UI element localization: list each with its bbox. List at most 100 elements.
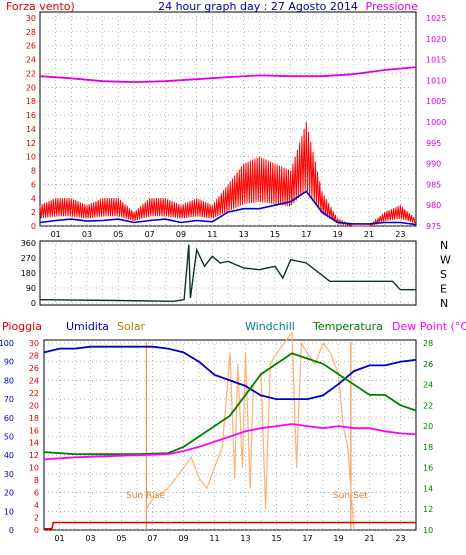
rain-axis-tick: 8 [34,476,39,485]
x-axis-tick: 13 [239,230,249,239]
legend-temperatura: Temperatura [312,320,383,333]
humidity-axis-tick: 30 [4,470,14,479]
rain-axis-tick: 4 [34,501,39,510]
x-axis-tick: 21 [364,534,374,543]
compass-label: N [440,297,448,310]
sun-rise-label: Sun Rise [126,491,165,501]
rain-axis-tick: 6 [34,489,39,498]
rain-axis-tick: 30 [29,339,39,348]
compass-label: S [440,268,447,281]
rain-series [44,521,416,530]
pressure-axis-tick: 1015 [426,56,446,65]
x-axis-tick: 11 [207,230,217,239]
humidity-axis-tick: 10 [4,507,14,516]
x-axis-tick: 17 [302,534,312,543]
rain-axis-tick: 16 [29,426,39,435]
pressure-series [39,66,417,84]
temp-axis-tick: 20 [423,422,433,431]
direction-axis-tick: 270 [21,254,36,263]
humidity-series [43,345,417,401]
compass-label: N [440,239,448,252]
x-axis-tick: 03 [85,534,95,543]
sun-set-label: Sun Set [333,491,368,501]
pressure-axis-tick: 975 [426,222,441,231]
x-axis-tick: 23 [395,534,405,543]
legend-dewpoint: Dew Point (°C) [392,320,466,333]
rain-axis-tick: 18 [29,414,39,423]
legend-solar: Solar [117,320,146,333]
x-axis-tick: 09 [176,230,186,239]
humidity-axis-tick: 50 [4,433,14,442]
temp-axis-tick: 26 [423,360,433,369]
pressure-axis-tick: 1010 [426,76,446,85]
direction-axis-tick: 360 [21,239,36,248]
x-axis-tick: 01 [54,534,64,543]
x-axis-tick: 21 [364,230,374,239]
temp-axis-tick: 12 [423,505,433,514]
x-axis-tick: 11 [209,534,219,543]
rain-axis-tick: 0 [34,526,39,535]
pressure-axis-tick: 990 [426,160,441,169]
x-axis-tick: 05 [113,230,123,239]
humidity-axis-tick: 100 [0,339,14,348]
wind-axis-tick: 18 [26,97,36,106]
temp-axis-tick: 10 [423,526,433,535]
direction-axis-tick: 0 [31,299,36,308]
temp-axis-tick: 16 [423,464,433,473]
wind-axis-tick: 20 [26,83,36,92]
x-axis-tick: 19 [333,230,343,239]
wind-axis-tick: 12 [26,139,36,148]
pressure-axis-tick: 985 [426,180,441,189]
rain-axis-tick: 2 [34,514,39,523]
legend-umidita: Umidita [66,320,109,333]
x-axis-tick: 01 [51,230,61,239]
humidity-axis-tick: 80 [4,376,14,385]
wind-axis-tick: 26 [26,42,36,51]
humidity-axis-tick: 60 [4,414,14,423]
rain-axis-tick: 14 [29,439,39,448]
legend-pioggia: Pioggia [2,320,42,333]
x-axis-tick: 17 [301,230,311,239]
rain-axis-tick: 20 [29,401,39,410]
wind-axis-tick: 14 [26,125,36,134]
legend-windchill: Windchill [245,320,295,333]
temp-axis-tick: 28 [423,339,433,348]
header-center: 24 hour graph day : 27 Agosto 2014 [158,0,358,13]
humidity-axis-tick: 0 [9,526,14,535]
wind-axis-tick: 6 [31,180,36,189]
wind-axis-tick: 2 [31,208,36,217]
x-axis-tick: 07 [145,230,155,239]
wind-axis-tick: 22 [26,69,36,78]
x-axis-tick: 19 [333,534,343,543]
x-axis-tick: 15 [270,230,280,239]
avg-wind-series [39,190,417,226]
x-axis-tick: 03 [82,230,92,239]
wind-axis-tick: 30 [26,14,36,23]
header-left: Forza vento) [6,0,75,13]
pressure-axis-tick: 1005 [426,97,446,106]
solar-series [145,330,355,531]
pressure-axis-tick: 980 [426,201,441,210]
pressure-axis-tick: 995 [426,139,441,148]
compass-label: E [440,283,447,296]
header-right: Pressione [366,0,419,13]
temperature-panel: 0102030405060708090100024681012141618202… [0,330,433,543]
rain-axis-tick: 12 [29,451,39,460]
rain-axis-tick: 22 [29,389,39,398]
x-axis-tick: 23 [395,230,405,239]
humidity-axis-tick: 70 [4,395,14,404]
x-axis-tick: 07 [147,534,157,543]
humidity-axis-tick: 40 [4,451,14,460]
direction-axis-tick: 180 [21,269,36,278]
compass-label: W [440,254,451,267]
rain-axis-tick: 28 [29,351,39,360]
pressure-axis-tick: 1020 [426,35,446,44]
x-axis-tick: 13 [240,534,250,543]
pressure-axis-tick: 1025 [426,14,446,23]
wind-axis-tick: 0 [31,222,36,231]
wind-direction-series [39,244,416,303]
rain-axis-tick: 26 [29,364,39,373]
